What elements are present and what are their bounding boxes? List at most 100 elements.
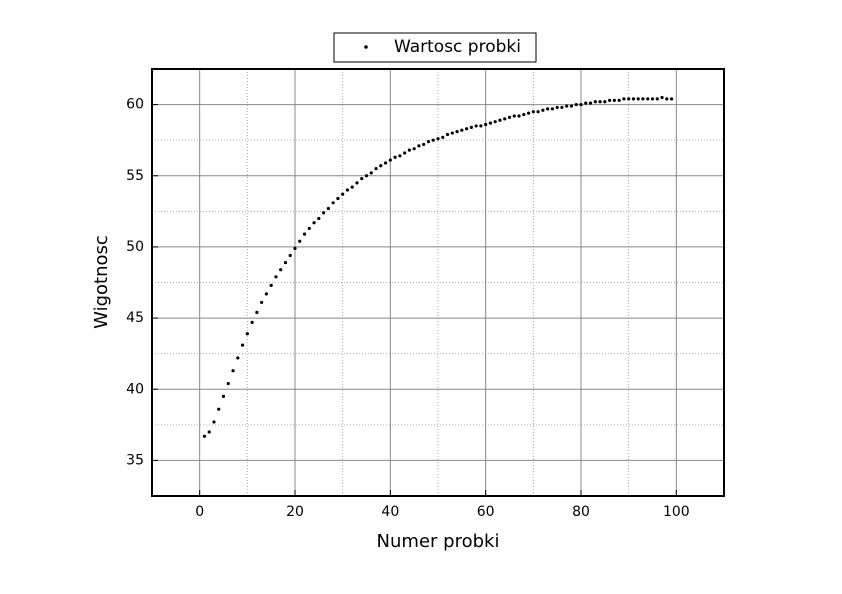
point <box>603 100 607 104</box>
point <box>388 158 392 162</box>
point <box>488 121 493 125</box>
x-tick-label: 0 <box>195 504 204 520</box>
point <box>574 102 578 107</box>
point <box>636 97 640 101</box>
point <box>588 101 593 105</box>
point <box>326 206 330 211</box>
point <box>531 110 535 114</box>
x-tick-label: 40 <box>381 504 399 520</box>
point <box>398 154 402 158</box>
x-axis-label: Numer probki <box>377 531 500 552</box>
point <box>217 407 221 411</box>
point <box>560 105 564 110</box>
point <box>479 124 483 128</box>
point <box>302 232 307 236</box>
point <box>455 130 459 134</box>
point <box>231 369 235 373</box>
point <box>336 196 340 201</box>
point <box>474 124 478 128</box>
point <box>379 164 383 168</box>
point <box>627 97 631 101</box>
point <box>345 188 350 192</box>
point <box>555 105 559 110</box>
point <box>665 97 669 101</box>
point <box>641 97 645 101</box>
point <box>312 221 316 225</box>
point <box>202 434 207 438</box>
point <box>283 260 288 265</box>
y-axis-label: Wigotnosc <box>91 235 112 329</box>
y-tick-label: 60 <box>126 97 144 113</box>
point <box>407 148 411 152</box>
point <box>550 107 555 111</box>
point <box>331 201 335 205</box>
x-tick-label: 100 <box>663 504 690 520</box>
point <box>655 97 659 101</box>
point <box>512 114 516 118</box>
point <box>631 97 636 101</box>
point <box>608 98 612 102</box>
point <box>341 192 345 196</box>
point <box>374 167 378 171</box>
point <box>546 107 550 111</box>
point <box>617 98 621 102</box>
point <box>403 151 407 155</box>
x-tick-label: 60 <box>477 504 495 520</box>
point <box>522 112 526 117</box>
point <box>541 108 545 112</box>
point <box>298 239 302 243</box>
x-tick-label: 80 <box>572 504 590 520</box>
point <box>445 132 450 137</box>
point <box>503 117 507 121</box>
point <box>579 102 583 107</box>
point <box>307 226 311 231</box>
y-tick-label: 55 <box>126 168 144 184</box>
point <box>350 185 354 189</box>
point <box>245 332 249 336</box>
point <box>288 253 292 258</box>
point <box>517 114 521 118</box>
point <box>250 320 254 324</box>
point <box>612 98 616 102</box>
point <box>269 283 273 287</box>
y-tick-label: 45 <box>126 310 144 326</box>
point <box>536 110 540 114</box>
point <box>441 135 445 139</box>
point <box>317 216 321 221</box>
point <box>526 111 531 115</box>
point <box>431 138 435 142</box>
y-tick-label: 35 <box>126 452 144 468</box>
point <box>293 246 297 250</box>
point <box>569 104 574 108</box>
point <box>364 174 369 178</box>
point <box>593 100 597 104</box>
point <box>622 97 626 101</box>
point <box>498 118 502 122</box>
point <box>484 122 488 127</box>
point <box>650 97 655 101</box>
point <box>260 300 264 305</box>
point <box>598 100 602 104</box>
point <box>383 161 388 165</box>
x-tick-label: 20 <box>286 504 304 520</box>
point <box>450 131 454 135</box>
point <box>207 430 211 434</box>
point <box>436 137 440 141</box>
point <box>493 120 497 124</box>
point <box>465 127 469 131</box>
y-tick-label: 40 <box>126 381 144 397</box>
point <box>274 275 278 279</box>
point <box>422 142 426 147</box>
point <box>221 394 226 398</box>
point <box>255 310 259 314</box>
point <box>393 155 397 159</box>
point <box>507 115 512 119</box>
point <box>646 97 650 101</box>
point <box>412 147 416 151</box>
point <box>469 125 473 129</box>
point <box>279 268 283 272</box>
point <box>669 97 674 101</box>
legend-marker <box>364 45 368 49</box>
point <box>584 101 588 105</box>
